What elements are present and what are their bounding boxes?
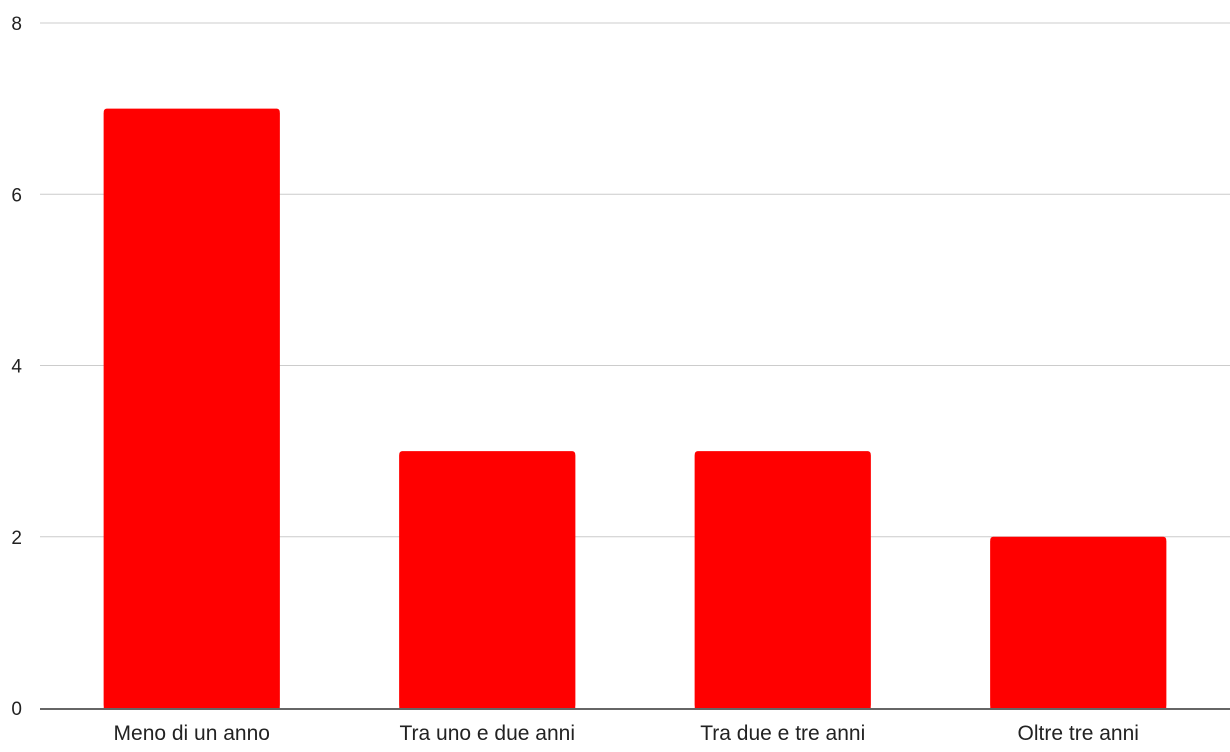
x-tick-label: Tra uno e due anni (399, 722, 575, 745)
y-tick-label: 2 (11, 528, 22, 549)
y-tick-label: 0 (11, 699, 22, 720)
x-tick-label: Meno di un anno (114, 722, 270, 745)
bar-base (990, 540, 1167, 708)
y-tick-label: 8 (11, 14, 22, 35)
y-tick-label: 6 (11, 185, 22, 206)
x-axis-tick-labels: Meno di un anno Tra uno e due anni Tra due… (114, 722, 1139, 745)
bar-base (103, 112, 280, 708)
bars (103, 108, 1167, 708)
y-tick-label: 4 (11, 357, 22, 378)
bar-base (399, 455, 576, 708)
x-tick-label: Tra due e tre anni (700, 722, 865, 745)
bar-base (694, 455, 871, 708)
x-tick-label: Oltre tre anni (1018, 722, 1139, 745)
y-axis-tick-labels: 0 2 4 6 8 (11, 14, 22, 720)
